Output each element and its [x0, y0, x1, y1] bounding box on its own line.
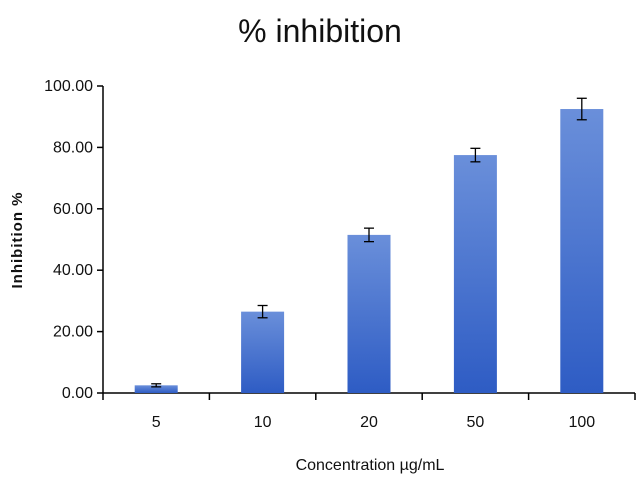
- plot-area: 0.00 20.00 40.00 60.00 80.00 100.00 5 10 20 50 100: [44, 78, 636, 431]
- y-tick-label: 80.00: [53, 139, 93, 156]
- y-tick-label: 0.00: [62, 385, 93, 402]
- y-tick-label: 60.00: [53, 201, 93, 218]
- x-axis-label: Concentration µg/mL: [296, 457, 445, 474]
- bar: [347, 234, 391, 393]
- x-tick-label: 20: [360, 414, 378, 431]
- y-tick-label: 100.00: [44, 78, 93, 95]
- bar: [134, 385, 178, 393]
- bar: [453, 155, 497, 393]
- y-axis-label: Inhibition %: [9, 192, 26, 289]
- x-tick-label: 100: [568, 414, 595, 431]
- x-tick-label: 10: [254, 414, 272, 431]
- bar: [560, 109, 604, 394]
- x-tick-label: 50: [467, 414, 485, 431]
- y-tick-label: 20.00: [53, 324, 93, 341]
- y-tick-label: 40.00: [53, 262, 93, 279]
- chart-title: % inhibition: [238, 13, 402, 49]
- bar: [241, 311, 285, 393]
- x-tick-label: 5: [152, 414, 161, 431]
